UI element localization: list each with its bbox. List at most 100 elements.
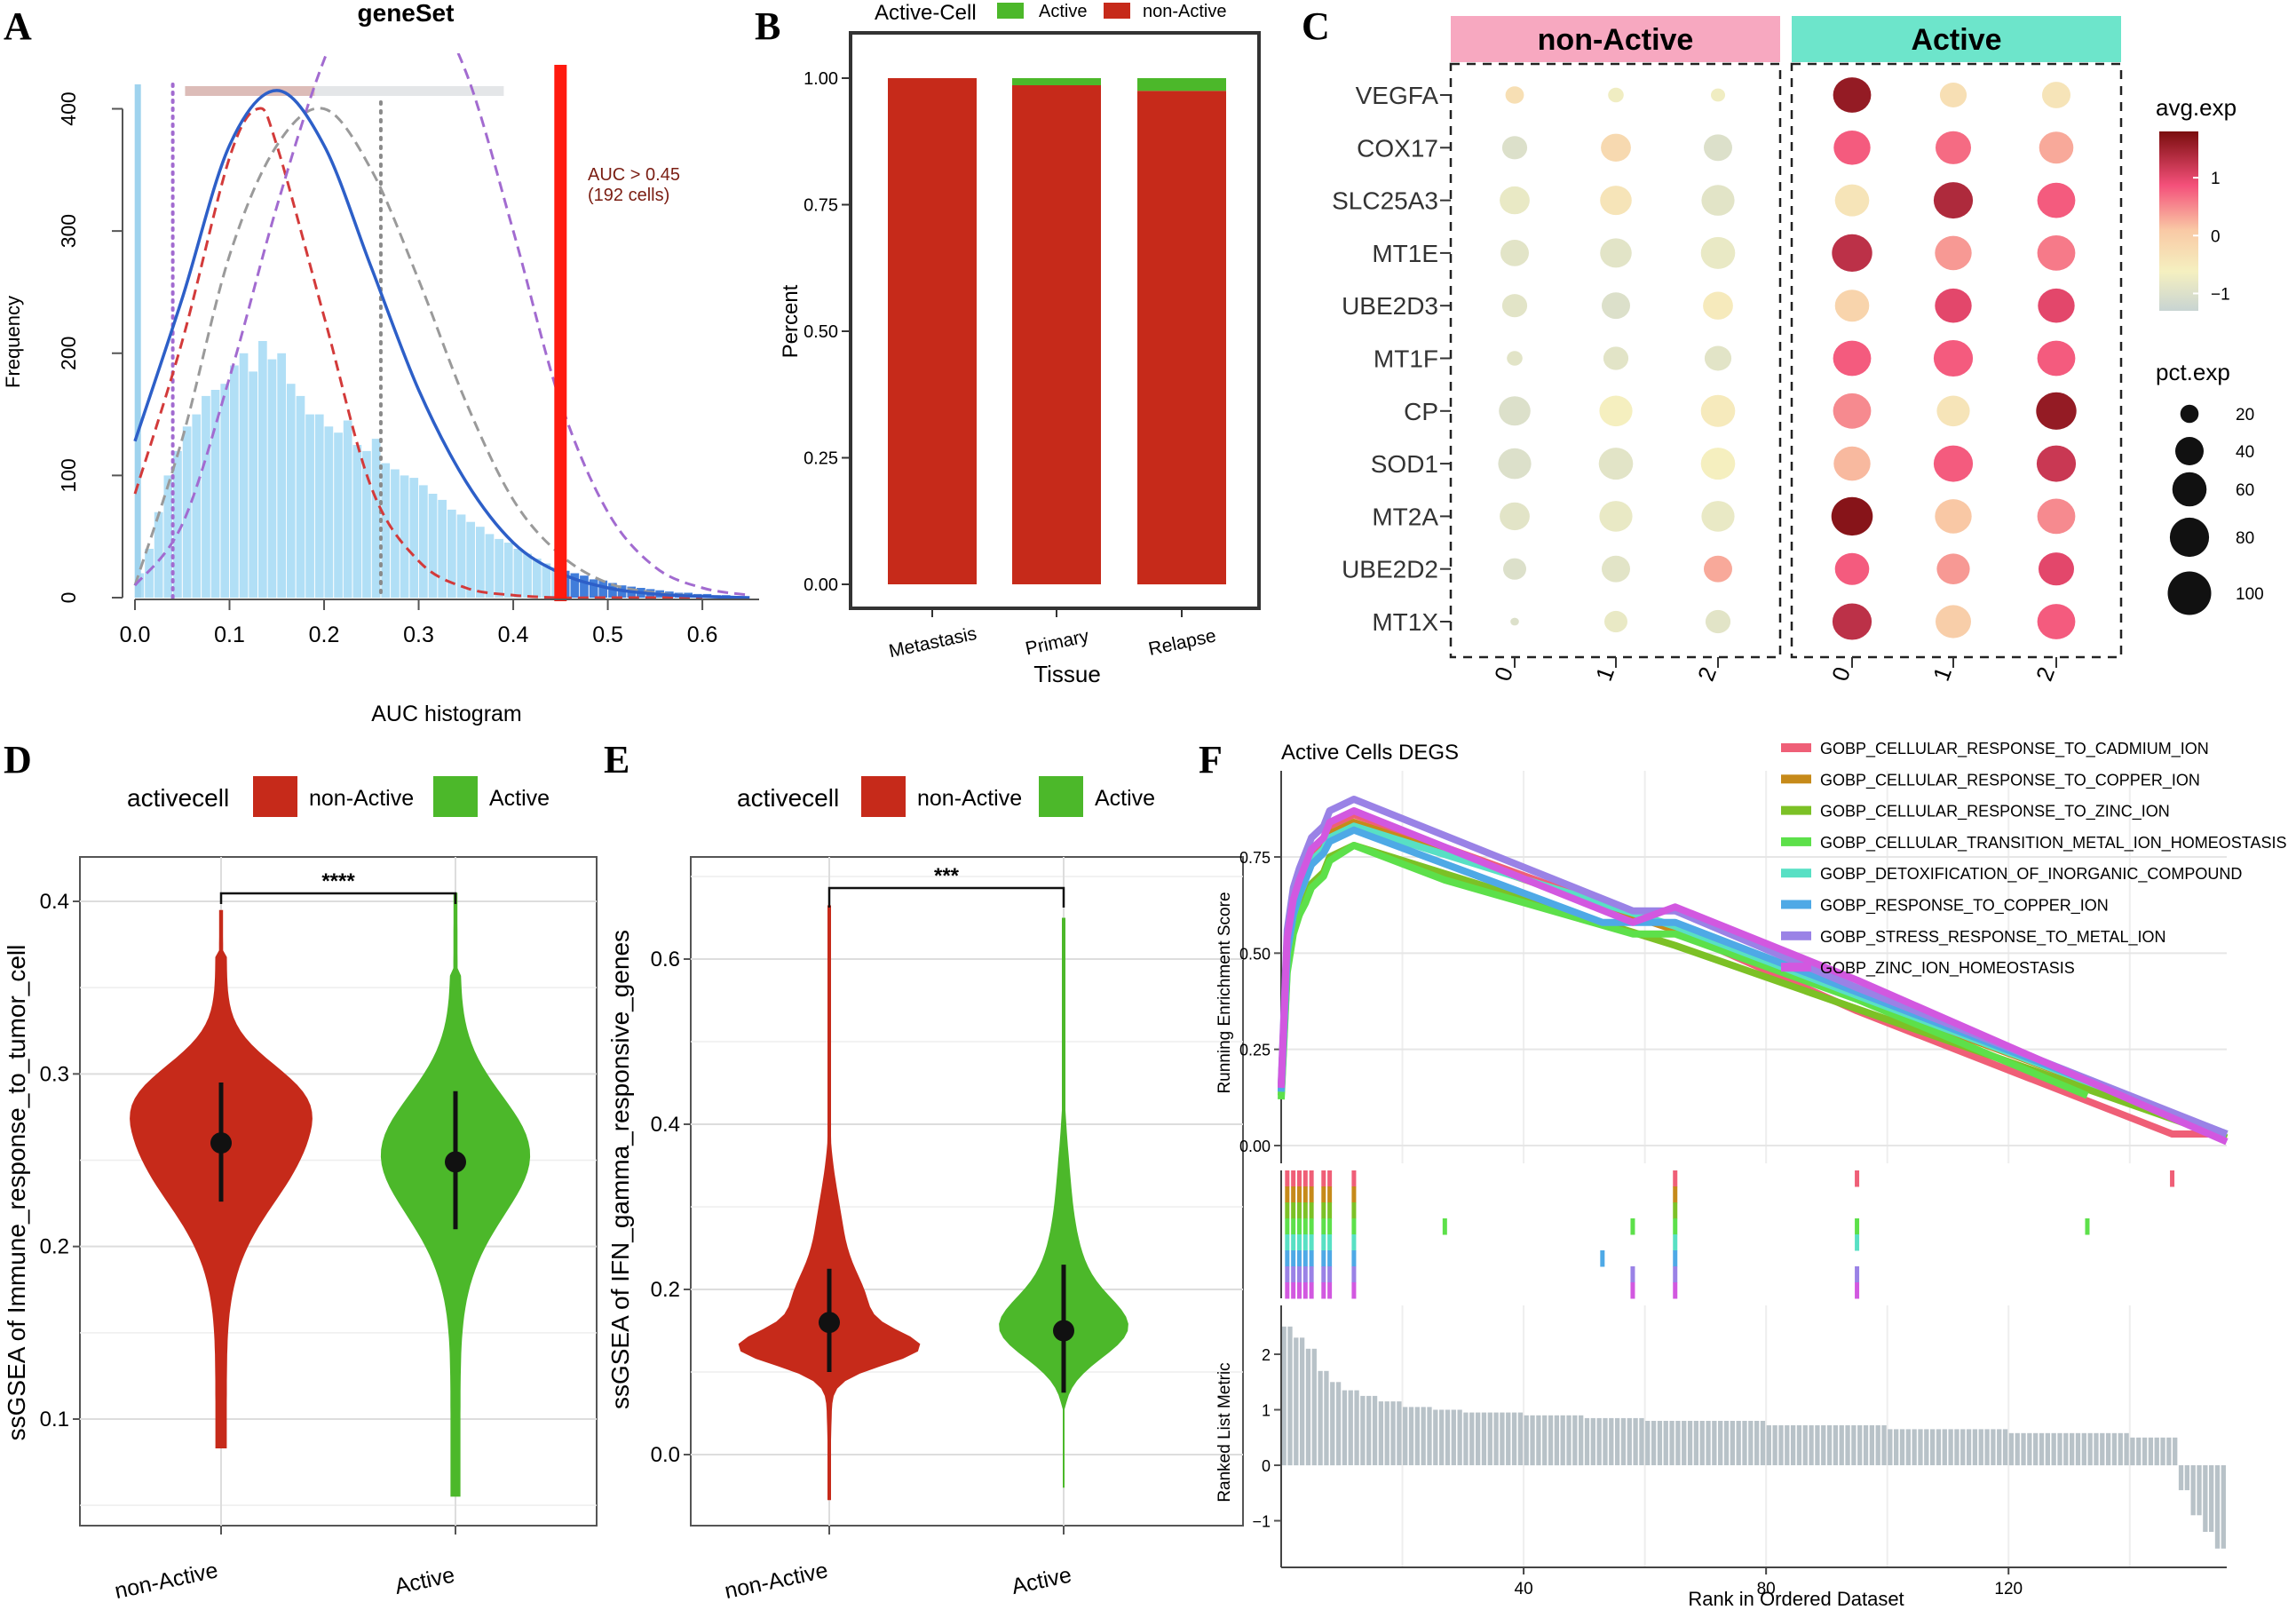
hit-mark [1327, 1266, 1333, 1283]
significance-bracket [827, 886, 1065, 908]
dot [2039, 131, 2074, 164]
hit-mark [1327, 1282, 1333, 1299]
ranked-metric-bar [1627, 1417, 1632, 1465]
ranked-metric-bar [2111, 1432, 2118, 1466]
ranked-metric-bar [1390, 1401, 1396, 1465]
y-tick-label: 0.25 [1239, 1042, 1271, 1059]
violin-median-point [819, 1312, 840, 1334]
histogram-bar [513, 549, 523, 598]
significance-bracket [219, 892, 457, 904]
hit-mark [1855, 1218, 1860, 1235]
hit-mark [1291, 1186, 1296, 1203]
hit-mark [1351, 1202, 1357, 1219]
panel-d: D activecell non-Active Active **** 0.1 0.… [3, 738, 598, 1604]
hit-mark [1351, 1170, 1357, 1187]
gene-label: MT1F [1374, 345, 1438, 373]
dot [1501, 136, 1528, 160]
ranked-metric-bar [2002, 1429, 2008, 1465]
dot [1602, 555, 1630, 583]
dot [1601, 133, 1631, 162]
ranked-metric-bar [1287, 1326, 1293, 1466]
dot [2036, 392, 2077, 430]
panel-f-plot: 0.00 0.25 0.50 0.75 −1 0 1 2 40 80 120 [1239, 771, 2229, 1598]
histogram-bar [532, 559, 542, 598]
panel-d-legend-key-active [433, 776, 478, 817]
ranked-metric-bar [1378, 1401, 1384, 1465]
ranked-metric-bar [1785, 1425, 1790, 1465]
ranked-metric-bar [1360, 1395, 1366, 1465]
dot [1834, 552, 1870, 585]
dot [1602, 292, 1630, 320]
dot [1711, 88, 1725, 102]
hit-mark [1285, 1234, 1290, 1251]
y-tick-label: 0.1 [40, 1408, 69, 1432]
ranked-metric-bar [1584, 1417, 1590, 1465]
hit-mark [1285, 1250, 1290, 1267]
gene-label: SLC25A3 [1332, 187, 1438, 215]
panel-e-frame [690, 856, 1244, 1527]
histogram-bar [334, 432, 343, 598]
ranked-metric-bar [1403, 1407, 1408, 1465]
dot [2037, 340, 2076, 377]
dot [1705, 609, 1731, 634]
ranked-metric-bar [1748, 1421, 1754, 1465]
legend-label: GOBP_RESPONSE_TO_COPPER_ION [1820, 897, 2109, 916]
bar-non-active [888, 78, 977, 584]
panel-e-legend-title: activecell [737, 784, 839, 812]
y-tick-label: 0.0 [651, 1443, 680, 1467]
hit-mark [1291, 1234, 1296, 1251]
dot [1500, 240, 1529, 266]
ranked-metric-bar [1826, 1425, 1833, 1465]
hit-mark [1296, 1266, 1302, 1283]
ranked-metric-bar [2039, 1432, 2045, 1466]
panel-e-legend-key-active [1039, 776, 1083, 817]
ranked-metric-bar [1354, 1390, 1359, 1465]
ranked-metric-bar [1481, 1412, 1487, 1465]
hit-mark [1321, 1202, 1326, 1219]
dot [1833, 77, 1872, 113]
ranked-metric-bar [1408, 1407, 1414, 1465]
panel-b-legend-label-non-active: non-Active [1143, 2, 1227, 21]
histogram-bar [456, 514, 466, 598]
panel-a: A geneSet 0.0 0.1 0.2 0.3 0.4 0.5 0.6 0 100 200 30… [2, 0, 759, 726]
ranked-metric-bar [1372, 1395, 1378, 1465]
panel-c-plot: non-Active Active VEGFA COX17 SLC25A3 MT1E UBE… [1332, 16, 2123, 685]
panel-a-plot [133, 53, 750, 601]
ranked-metric-bar [1905, 1429, 1911, 1465]
hit-mark [1302, 1282, 1308, 1299]
ranked-metric-bar [1657, 1421, 1663, 1465]
hit-mark [1327, 1234, 1333, 1251]
hit-mark [1291, 1266, 1296, 1283]
hit-mark [1351, 1186, 1357, 1203]
panel-b: B Active-Cell Active non-Active Metastas… [755, 1, 1261, 687]
histogram-bar [495, 538, 503, 598]
violin-median-point [1053, 1320, 1074, 1342]
ranked-metric-bar [2173, 1437, 2178, 1466]
dot [1832, 603, 1872, 640]
histogram-bar [267, 359, 277, 598]
ranked-metric-bar [1560, 1415, 1565, 1466]
ranked-metric-bar [1984, 1429, 1990, 1465]
dot [1600, 238, 1632, 268]
hit-mark [1296, 1250, 1302, 1267]
hit-mark [1291, 1282, 1296, 1299]
hit-mark [1630, 1266, 1635, 1283]
dashed-curve [133, 107, 703, 599]
violin-body [738, 905, 921, 1501]
ranked-metric-bar [1693, 1421, 1699, 1465]
violin-body [999, 917, 1128, 1488]
ranked-metric-bar [2130, 1437, 2135, 1466]
panel-b-legend-key-non-active [1104, 3, 1130, 19]
x-tick-label: 0.1 [214, 623, 245, 647]
hit-mark [1673, 1250, 1678, 1267]
ranked-metric-bar [1397, 1401, 1402, 1465]
hit-mark [1321, 1234, 1326, 1251]
dot [1510, 617, 1519, 626]
histogram-bar [249, 371, 257, 598]
ranked-metric-bar [1318, 1370, 1323, 1466]
facet-panel-border [1790, 62, 2123, 659]
size-legend-label: 40 [2236, 443, 2254, 462]
histogram-bar [324, 426, 334, 598]
legend-label: GOBP_CELLULAR_RESPONSE_TO_CADMIUM_ION [1820, 740, 2209, 758]
histogram-bar [466, 521, 475, 598]
